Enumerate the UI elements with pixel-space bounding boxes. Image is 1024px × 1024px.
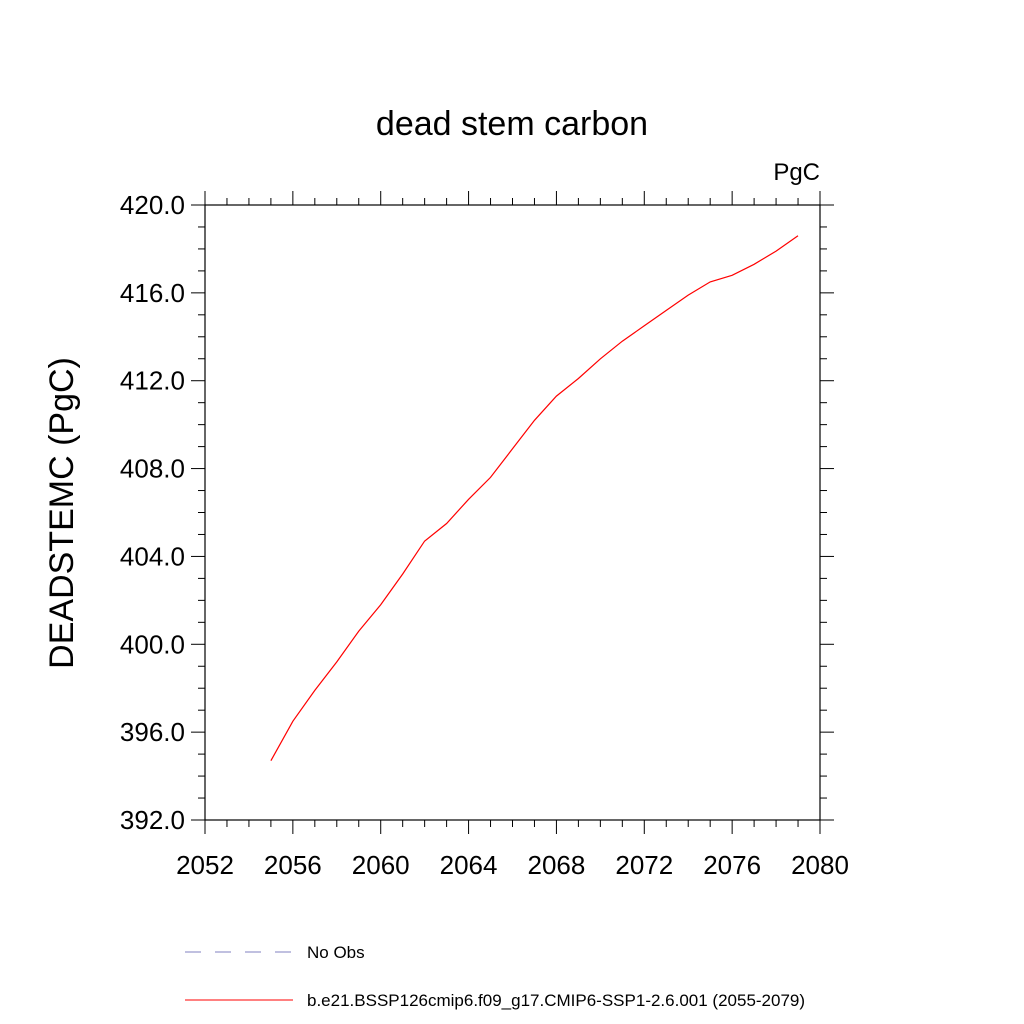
y-axis-label: DEADSTEMC (PgC) — [43, 357, 81, 669]
x-tick-label: 2076 — [703, 850, 761, 880]
y-tick-label: 392.0 — [120, 805, 185, 835]
x-tick-label: 2072 — [615, 850, 673, 880]
chart-title: dead stem carbon — [376, 105, 648, 143]
x-tick-label: 2064 — [440, 850, 498, 880]
y-tick-label: 412.0 — [120, 366, 185, 396]
x-tick-label: 2056 — [264, 850, 322, 880]
units-label: PgC — [773, 159, 820, 186]
y-tick-label: 420.0 — [120, 190, 185, 220]
legend-label-1: No Obs — [307, 943, 365, 962]
x-tick-label: 2068 — [528, 850, 586, 880]
series-line-0 — [270, 235, 799, 761]
x-tick-label: 2060 — [352, 850, 410, 880]
plot-frame — [204, 204, 821, 821]
y-tick-label: 408.0 — [120, 454, 185, 484]
x-tick-label: 2052 — [176, 850, 234, 880]
x-tick-label: 2080 — [791, 850, 849, 880]
y-tick-label: 416.0 — [120, 278, 185, 308]
legend-label-0: b.e21.BSSP126cmip6.f09_g17.CMIP6-SSP1-2.… — [307, 991, 805, 1010]
y-tick-label: 396.0 — [120, 717, 185, 747]
y-tick-label: 404.0 — [120, 541, 185, 571]
y-tick-label: 400.0 — [120, 629, 185, 659]
